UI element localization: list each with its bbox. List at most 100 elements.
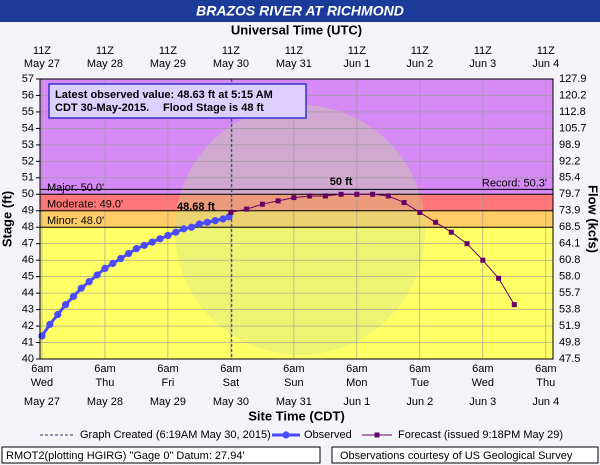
observed-point — [195, 220, 204, 228]
y2-tick-label: 47.5 — [559, 353, 580, 365]
observed-point — [101, 264, 109, 273]
x2-tick-label: 11Z — [537, 45, 555, 57]
y2-tick-label: 53.8 — [559, 303, 580, 315]
x2-tick-label: May 28 — [87, 58, 123, 70]
y-tick-label: 48 — [22, 221, 34, 233]
y-tick-label: 55 — [22, 106, 34, 118]
x2-tick-label: May 31 — [276, 58, 312, 70]
legend-forecast — [374, 432, 380, 438]
y-tick-label: 41 — [22, 336, 34, 348]
observed-point — [61, 301, 70, 309]
y2-axis-title: Flow (kcfs) — [586, 185, 600, 253]
footer-left: RMOT2(plotting HGIRG) "Gage 0" Datum: 27… — [6, 450, 245, 462]
observed-point — [109, 259, 117, 268]
forecast-point — [417, 209, 423, 215]
forecast-point — [433, 219, 439, 225]
observed-point — [140, 241, 148, 249]
x-tick-label: May 28 — [87, 396, 123, 408]
forecast-point — [228, 209, 234, 215]
y-tick-label: 51 — [22, 172, 34, 184]
y2-tick-label: 68.5 — [559, 221, 580, 233]
annotation: CDT 30-May-2015. — [55, 102, 149, 114]
x-axis-title: Site Time (CDT) — [248, 408, 345, 423]
y2-tick-label: 105.7 — [559, 122, 587, 134]
observed-point — [117, 254, 125, 263]
y2-tick-label: 55.7 — [559, 287, 580, 299]
forecast-point — [464, 241, 470, 247]
x-tick-label: 6am — [220, 363, 241, 375]
x-tick-label: Thu — [95, 377, 114, 389]
flood-label: Major: 50.0' — [47, 182, 104, 194]
x2-tick-label: 11Z — [222, 45, 240, 57]
y-tick-label: 46 — [22, 254, 34, 266]
x-tick-label: Jun 2 — [406, 396, 433, 408]
forecast-point — [401, 200, 407, 206]
annotation-box — [48, 83, 307, 119]
y-tick-label: 42 — [22, 320, 34, 332]
x-tick-label: Wed — [31, 377, 53, 389]
legend-label: Observed — [304, 429, 352, 441]
x-tick-label: 6am — [409, 363, 430, 375]
x2-axis-title: Universal Time (UTC) — [231, 22, 362, 37]
x-tick-label: 6am — [346, 363, 367, 375]
x-tick-label: 6am — [94, 363, 115, 375]
x2-tick-label: Jun 3 — [469, 58, 496, 70]
x-tick-label: Fri — [162, 377, 175, 389]
forecast-point — [448, 229, 454, 235]
record-label: Record: 50.3' — [482, 177, 547, 189]
forecast-point — [307, 193, 313, 199]
x-tick-label: 6am — [472, 363, 493, 375]
observed-point — [132, 245, 141, 253]
x-tick-label: Jun 4 — [532, 396, 559, 408]
observed-point — [172, 228, 180, 236]
x-tick-label: May 31 — [276, 396, 312, 408]
y2-tick-label: 64.1 — [559, 238, 580, 250]
observed-point — [85, 277, 93, 286]
forecast-point — [322, 193, 328, 199]
x2-tick-label: 11Z — [96, 45, 114, 57]
x2-tick-label: 11Z — [411, 45, 429, 57]
forecast-point — [275, 198, 281, 204]
watermark — [175, 105, 425, 355]
x-tick-label: May 30 — [213, 396, 249, 408]
annotation: Flood Stage is 48 ft — [163, 102, 264, 114]
x-tick-label: 6am — [157, 363, 178, 375]
observed-point — [69, 292, 78, 301]
forecast-point — [338, 191, 344, 197]
observed-point — [219, 215, 227, 223]
observed-point — [225, 213, 233, 221]
x2-tick-label: Jun 4 — [532, 58, 559, 70]
y2-tick-label: 51.9 — [559, 320, 580, 332]
x2-tick-label: 11Z — [33, 45, 51, 57]
y-tick-label: 47 — [22, 238, 34, 250]
forecast-point — [244, 206, 250, 212]
footer-box — [331, 446, 599, 464]
x-tick-label: May 27 — [24, 396, 60, 408]
observed-point — [203, 218, 211, 226]
x-tick-label: 6am — [283, 363, 304, 375]
x-tick-label: May 29 — [150, 396, 186, 408]
forecast-point — [385, 193, 391, 199]
observed-point — [46, 320, 54, 329]
observed-point — [180, 225, 188, 233]
y-tick-label: 49 — [22, 205, 34, 217]
x2-tick-label: May 30 — [213, 58, 249, 70]
y-tick-label: 50 — [22, 188, 34, 200]
title-bar — [0, 0, 600, 22]
x2-tick-label: 11Z — [474, 45, 492, 57]
observed-point — [93, 271, 101, 279]
y2-tick-label: 79.7 — [559, 188, 580, 200]
flood-label: Moderate: 49.0' — [47, 199, 123, 211]
x-tick-label: Mon — [346, 377, 367, 389]
x2-tick-label: 11Z — [285, 45, 303, 57]
observed-point — [54, 310, 62, 319]
forecast-point — [291, 195, 297, 201]
footer-box — [1, 446, 321, 464]
flood-label: Minor: 48.0' — [47, 215, 104, 227]
observed-point — [164, 231, 172, 240]
y2-tick-label: 120.2 — [559, 89, 587, 101]
observed-point — [38, 332, 46, 340]
x-tick-label: Tue — [411, 377, 430, 389]
y2-tick-label: 112.8 — [559, 106, 586, 118]
x-tick-label: Jun 3 — [469, 396, 496, 408]
